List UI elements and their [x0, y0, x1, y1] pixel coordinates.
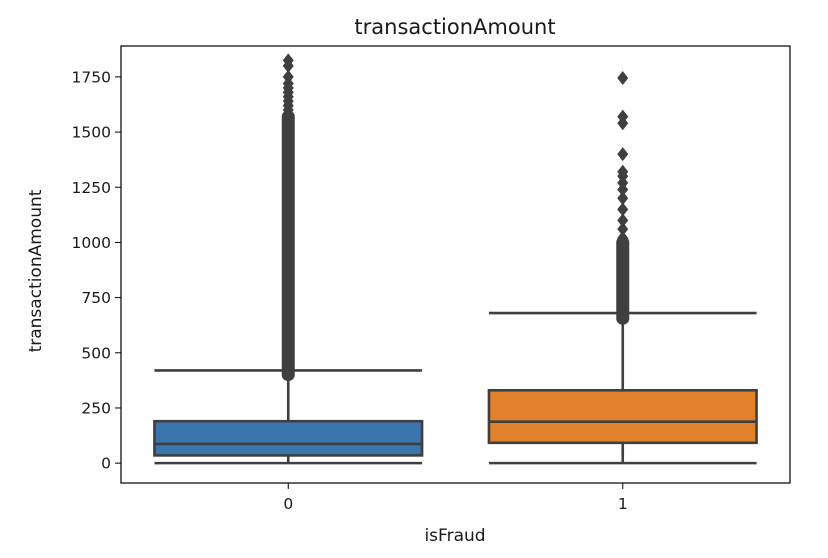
outlier-band — [616, 236, 630, 325]
outlier-band — [281, 110, 295, 381]
box-group-1 — [487, 71, 758, 465]
x-axis-label: isFraud — [424, 526, 485, 546]
outlier-point — [617, 191, 629, 206]
outlier-point — [617, 147, 629, 162]
outlier-point — [282, 69, 294, 84]
y-tick-label: 250 — [81, 399, 111, 417]
box-iqr — [487, 389, 758, 445]
plot-area — [153, 53, 758, 465]
y-tick-label: 1250 — [72, 179, 111, 197]
outlier-point — [617, 109, 629, 124]
y-tick-label: 1750 — [72, 68, 111, 86]
outlier-point — [617, 222, 629, 237]
y-tick-label: 1500 — [72, 124, 111, 142]
x-tick-label: 0 — [283, 495, 293, 513]
y-axis-label: transactionAmount — [26, 189, 46, 352]
outlier-point — [617, 71, 629, 86]
outlier-point — [282, 53, 294, 68]
outlier-point — [617, 231, 629, 246]
outlier-point — [617, 213, 629, 228]
box-group-0 — [153, 53, 424, 465]
y-tick-label: 750 — [81, 289, 111, 307]
plot-frame — [120, 45, 791, 484]
outlier-point — [617, 164, 629, 179]
y-tick-label: 1000 — [72, 234, 111, 252]
box-iqr — [153, 419, 424, 457]
y-tick-label: 500 — [81, 344, 111, 362]
x-tick-label: 1 — [618, 495, 628, 513]
outlier-point — [617, 202, 629, 217]
chart-title: transactionAmount — [354, 15, 555, 39]
y-tick-label: 0 — [101, 455, 111, 473]
